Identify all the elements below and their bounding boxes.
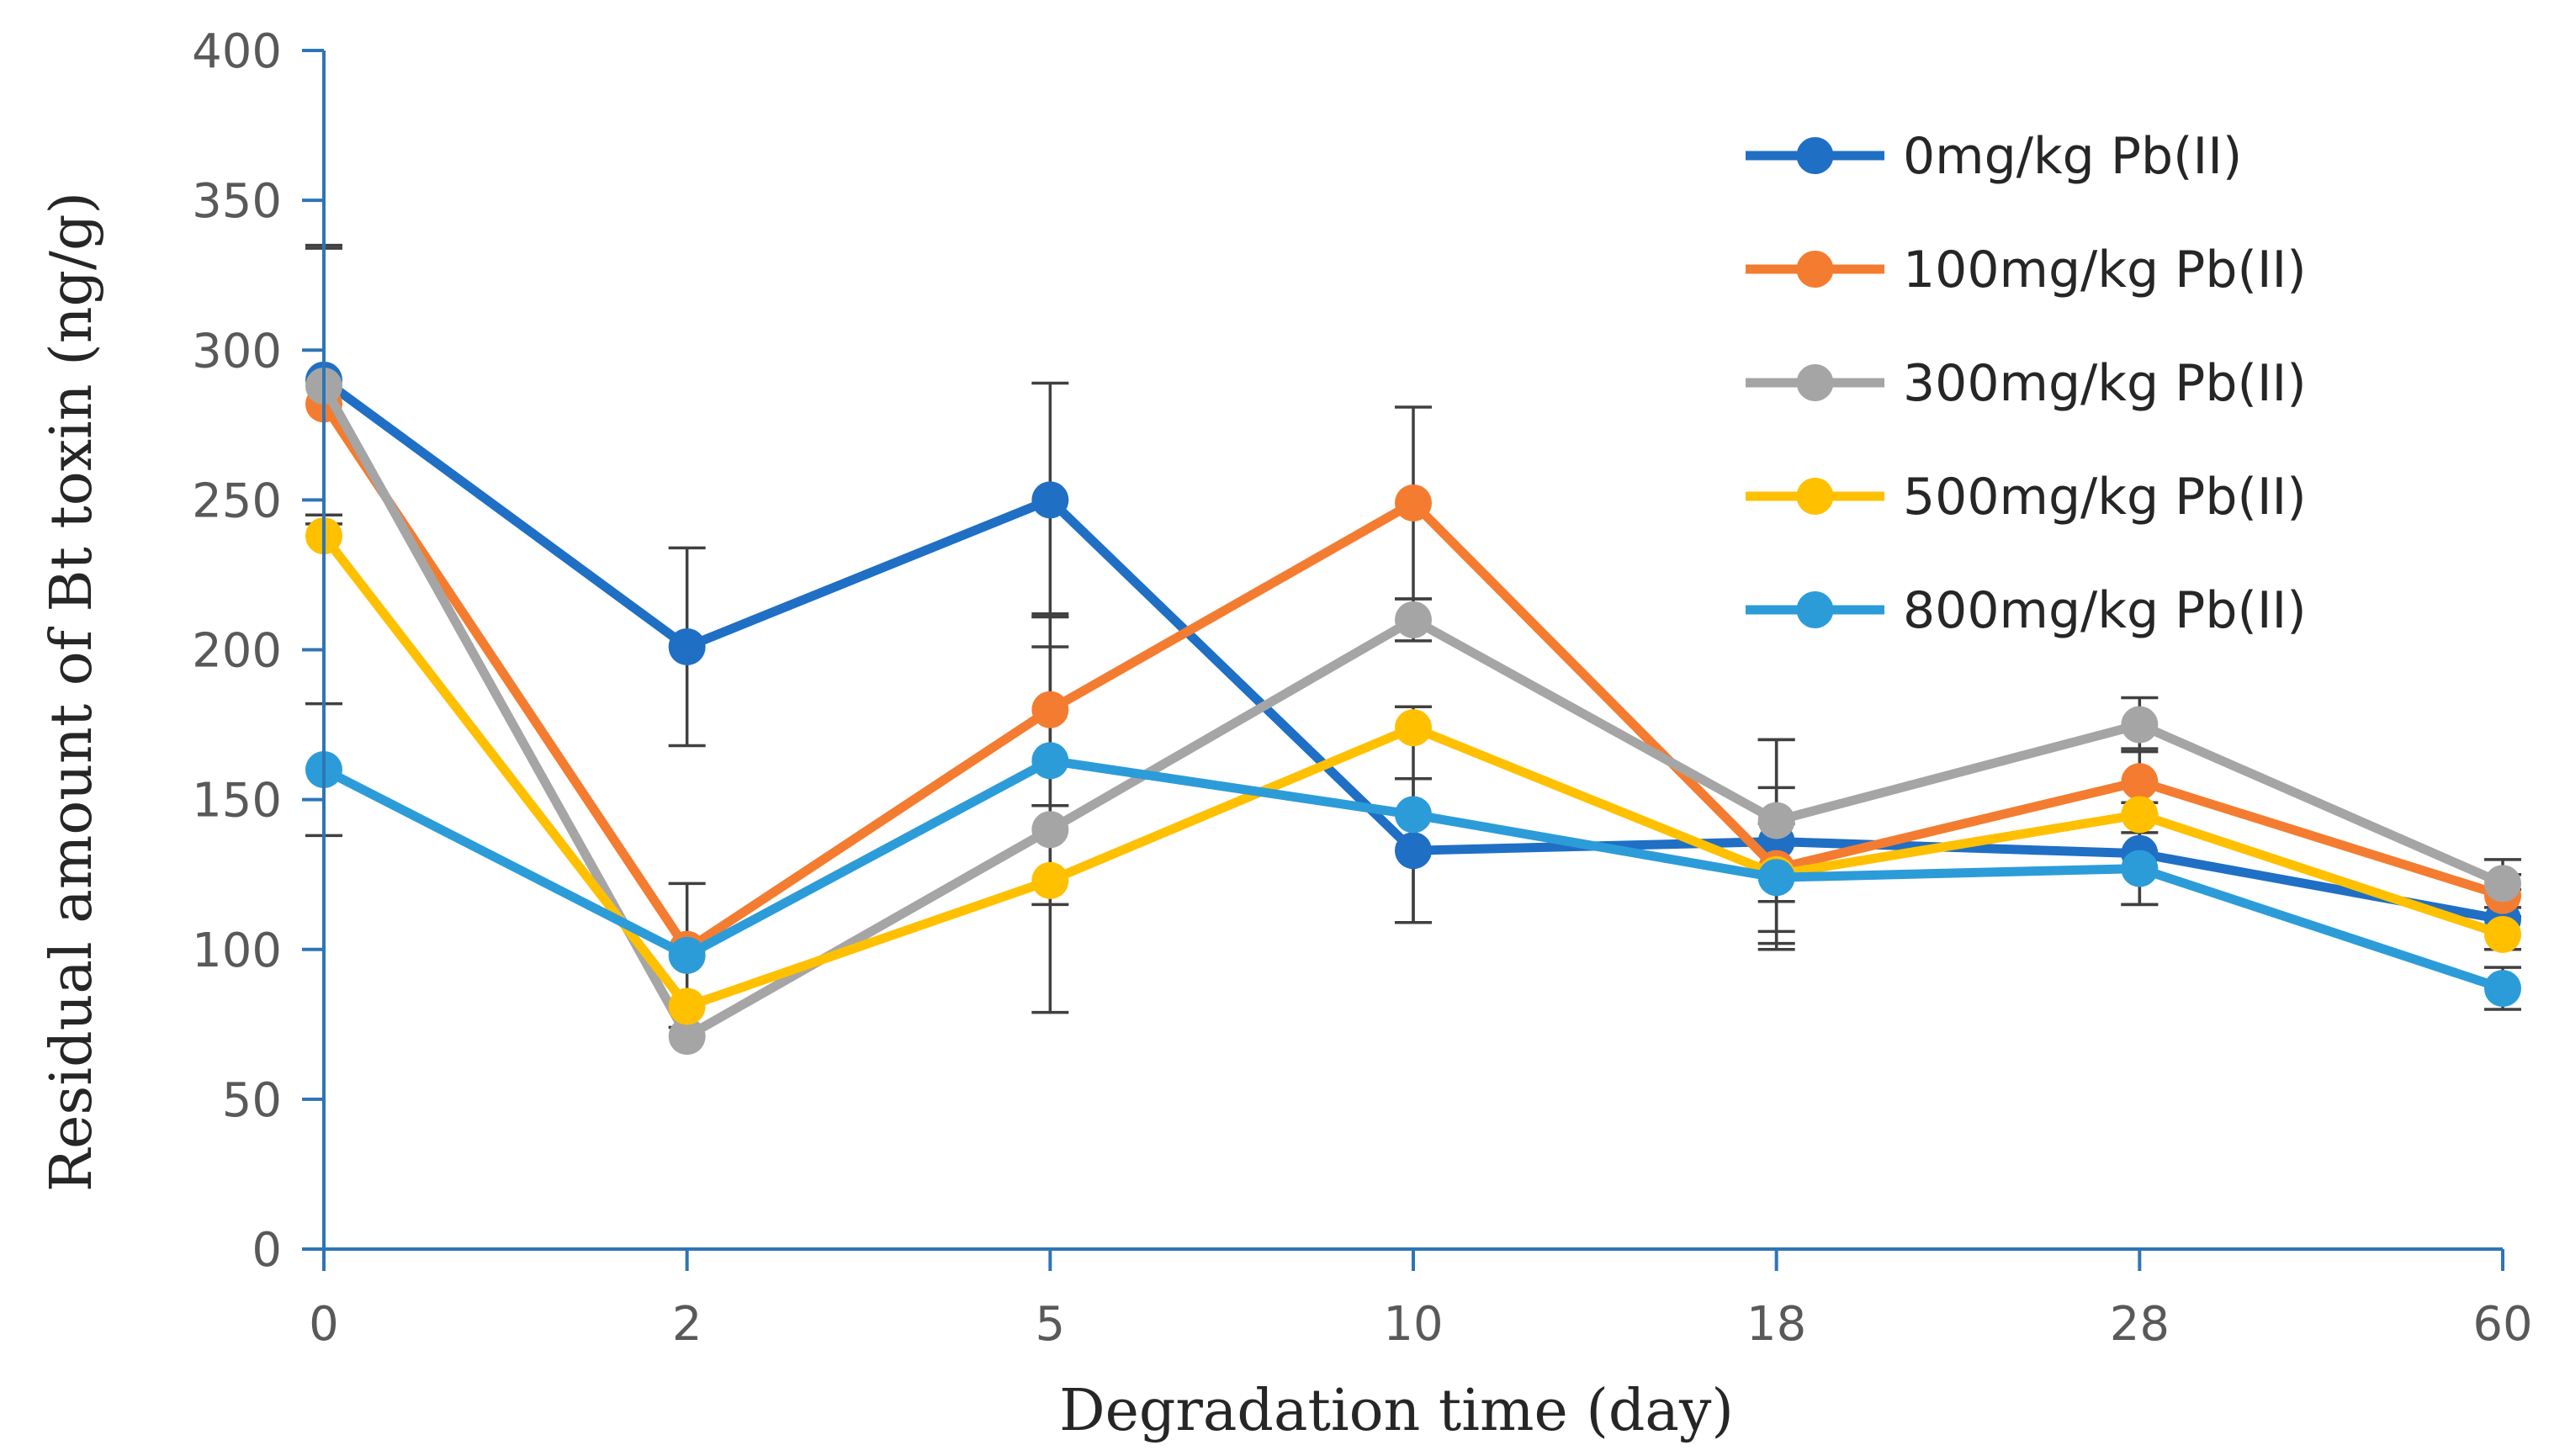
axes	[322, 50, 2503, 1251]
legend-label: 100mg/kg Pb(II)	[1903, 241, 2307, 299]
x-tick-label: 18	[1746, 1297, 1806, 1352]
data-point	[1395, 709, 1432, 747]
x-axis-ticks: 0 2 5 10 18 28 60	[309, 1249, 2533, 1352]
data-point	[1395, 601, 1432, 638]
data-point	[1031, 481, 1069, 519]
data-point	[1031, 691, 1069, 728]
data-point	[2484, 970, 2521, 1008]
y-tick-label: 350	[192, 174, 282, 229]
y-tick-label: 250	[192, 474, 282, 528]
legend-swatch-marker	[1796, 364, 1834, 401]
data-point	[1031, 861, 1069, 899]
legend-item-500mg-kg-pb-ii: 500mg/kg Pb(II)	[1746, 468, 2307, 527]
data-point	[2121, 706, 2159, 744]
legend-label: 800mg/kg Pb(II)	[1903, 581, 2307, 640]
data-point	[1757, 802, 1795, 839]
legend-label: 500mg/kg Pb(II)	[1903, 468, 2307, 527]
legend-label: 0mg/kg Pb(II)	[1903, 127, 2242, 186]
data-point	[1757, 859, 1795, 897]
data-point	[1031, 811, 1069, 849]
data-point	[2121, 796, 2159, 834]
legend-swatch-marker	[1796, 251, 1834, 288]
x-axis-title: Degradation time (day)	[1059, 1378, 1734, 1444]
data-point	[668, 627, 706, 665]
data-point	[2484, 865, 2521, 903]
data-point	[1395, 796, 1432, 834]
x-tick-label: 28	[2110, 1297, 2170, 1352]
data-point	[2121, 850, 2159, 887]
data-point	[2484, 915, 2521, 953]
x-tick-label: 2	[672, 1297, 702, 1352]
y-axis-title: Residual amount of Bt toxin (ng/g)	[39, 192, 105, 1192]
y-tick-label: 50	[222, 1073, 282, 1128]
data-point	[1395, 832, 1432, 870]
legend-item-100mg-kg-pb-ii: 100mg/kg Pb(II)	[1746, 241, 2307, 299]
x-tick-label: 0	[309, 1297, 339, 1352]
data-point	[668, 987, 706, 1025]
series-500mg-kg-pb-ii	[305, 517, 2521, 1025]
y-tick-label: 0	[252, 1223, 282, 1278]
x-tick-label: 60	[2472, 1297, 2532, 1352]
data-point	[1031, 742, 1069, 780]
x-tick-label: 5	[1036, 1297, 1066, 1352]
y-axis-ticks: 0 50 100 150 200 250 300 350 400	[192, 24, 324, 1278]
legend-swatch-marker	[1796, 591, 1834, 628]
legend-item-800mg-kg-pb-ii: 800mg/kg Pb(II)	[1746, 581, 2307, 640]
y-tick-label: 200	[192, 624, 282, 679]
legend-label: 300mg/kg Pb(II)	[1903, 354, 2307, 413]
series-lines	[305, 361, 2521, 1056]
legend-swatch-marker	[1796, 137, 1834, 174]
y-tick-label: 400	[192, 24, 282, 79]
y-tick-label: 300	[192, 324, 282, 379]
legend-item-0mg-kg-pb-ii: 0mg/kg Pb(II)	[1746, 127, 2242, 186]
legend-item-300mg-kg-pb-ii: 300mg/kg Pb(II)	[1746, 354, 2307, 413]
legend: 0mg/kg Pb(II) 100mg/kg Pb(II) 300mg/kg Pb(…	[1746, 127, 2307, 640]
legend-swatch-marker	[1796, 478, 1834, 515]
y-tick-label: 150	[192, 774, 282, 829]
data-point	[2121, 763, 2159, 801]
data-point	[668, 936, 706, 974]
data-point	[1395, 484, 1432, 522]
series-300mg-kg-pb-ii	[305, 368, 2521, 1056]
y-tick-label: 100	[192, 924, 282, 978]
x-tick-label: 10	[1383, 1297, 1443, 1352]
data-point	[668, 1018, 706, 1056]
